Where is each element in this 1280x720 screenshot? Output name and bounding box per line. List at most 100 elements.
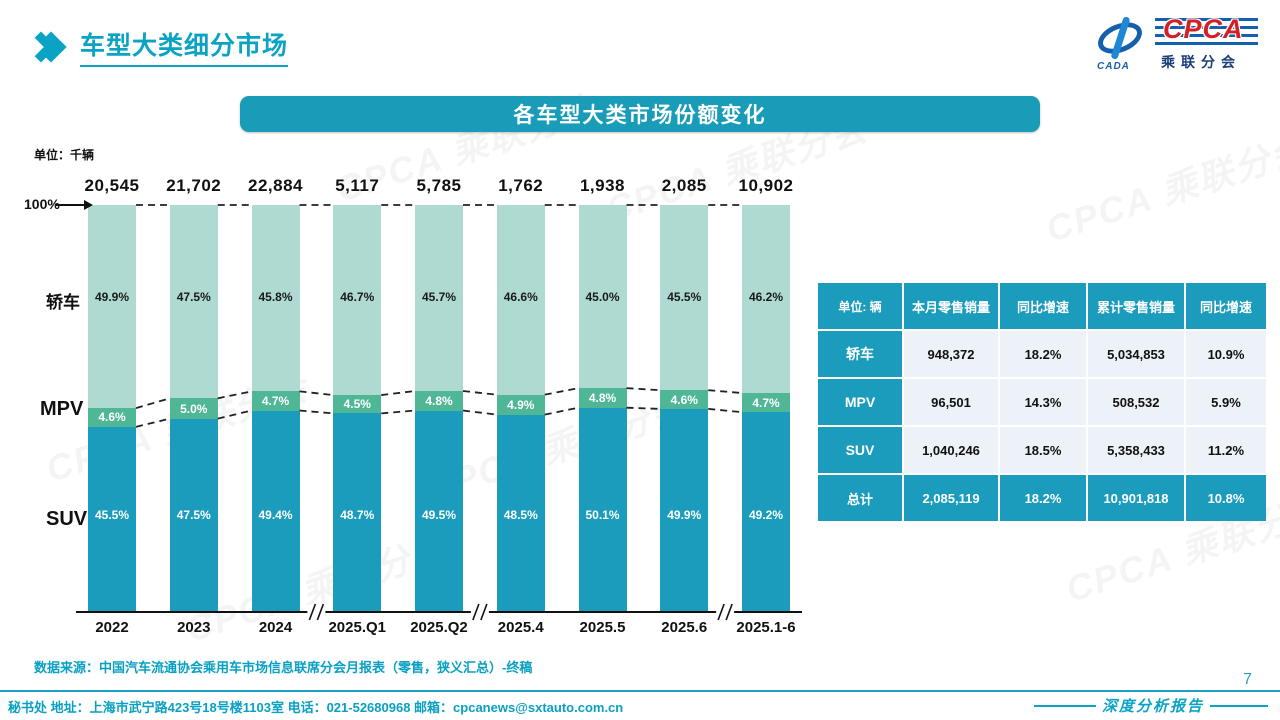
column-header: 同比增速: [1186, 283, 1266, 329]
table-cell: 96,501: [904, 379, 998, 425]
segment-value-label: 46.2%: [748, 290, 784, 304]
segment-value-label: 49.4%: [258, 508, 293, 522]
segment-sedan: [251, 205, 300, 392]
segment-value-label: 47.5%: [176, 508, 211, 522]
x-axis-label: 2025.4: [497, 619, 544, 636]
stacked-bar: 47.5% 5.0% 47.5%: [169, 205, 218, 612]
page-title: 车型大类细分市场: [80, 26, 289, 67]
x-axis-label: 2024: [258, 619, 293, 636]
stacked-bar-chart: 单位：千辆 100% 轿车 MPV SUV 20,545 49.9% 4.6% 45.…: [0, 140, 812, 652]
stacked-bar: 49.9% 4.6% 45.5%: [88, 205, 136, 612]
segment-value-label: 4.6%: [670, 392, 698, 407]
x-axis-label: 2025.1-6: [736, 619, 796, 636]
segment-value-label: 45.0%: [585, 290, 620, 304]
x-axis-label: 2025.6: [661, 619, 708, 636]
row-label: SUV: [818, 427, 902, 473]
bar-total-label: 10,902: [738, 176, 794, 195]
segment-mpv: [169, 398, 218, 419]
segment-suv: [169, 418, 218, 612]
series-label-suv: SUV: [46, 508, 88, 530]
segment-value-label: 4.8%: [588, 390, 617, 405]
segment-value-label: 4.8%: [425, 393, 453, 408]
segment-value-label: 45.5%: [667, 290, 702, 304]
segment-value-label: 4.9%: [507, 397, 535, 412]
segment-value-label: 49.2%: [748, 508, 784, 522]
segment-value-label: 49.5%: [421, 508, 457, 522]
watermark: CPCA 乘联分会: [1041, 126, 1280, 251]
stacked-bar: 46.2% 4.7% 49.2%: [742, 205, 790, 612]
table-cell: 2,085,119: [904, 475, 998, 521]
stacked-bar: 46.7% 4.5% 48.7%: [333, 205, 382, 612]
bar-total-label: 21,702: [166, 176, 222, 195]
table-cell: 10,901,818: [1088, 475, 1184, 521]
column-header: 累计零售销量: [1088, 283, 1184, 329]
series-label-sedan: 轿车: [46, 293, 80, 312]
table-cell: 11.2%: [1186, 427, 1266, 473]
cpca-subtitle: 乘联分会: [1161, 54, 1241, 70]
segment-value-label: 50.1%: [585, 508, 620, 522]
segment-sedan: [415, 205, 463, 391]
cpca-wordmark: CPCA: [1163, 14, 1244, 44]
chart-title: 各车型大类市场份额变化: [240, 96, 1040, 132]
cpca-logo: CADA CPCA 乘联分会: [1093, 14, 1258, 72]
segment-suv: [251, 410, 300, 612]
table-cell: 18.2%: [1000, 331, 1086, 377]
bar-total-label: 1,938: [579, 176, 626, 195]
segment-mpv: [660, 390, 709, 409]
cada-swoosh-icon: CADA: [1093, 14, 1151, 72]
segment-value-label: 5.0%: [180, 401, 208, 416]
segment-suv: [660, 408, 709, 612]
segment-sedan: [578, 205, 627, 389]
segment-mpv: [333, 395, 382, 414]
segment-value-label: 45.7%: [421, 290, 457, 304]
segment-value-label: 49.9%: [94, 290, 130, 304]
table-cell: 5.9%: [1186, 379, 1266, 425]
stacked-bar: 45.8% 4.7% 49.4%: [251, 205, 300, 612]
table-cell: 948,372: [904, 331, 998, 377]
column-header: 同比增速: [1000, 283, 1086, 329]
segment-suv: [88, 426, 136, 612]
segment-mpv: [742, 393, 790, 413]
segment-value-label: 45.8%: [258, 290, 293, 304]
segment-mpv: [496, 394, 545, 415]
table-cell: 18.2%: [1000, 475, 1086, 521]
segment-mpv: [251, 391, 300, 411]
segment-sedan: [660, 205, 709, 391]
x-axis-label: 2023: [177, 619, 211, 636]
report-label: 深度分析报告: [1033, 695, 1268, 716]
segment-value-label: 45.5%: [94, 508, 130, 522]
segment-suv: [333, 413, 382, 612]
row-label: MPV: [818, 379, 902, 425]
stacked-bar: 45.0% 4.8% 50.1%: [578, 205, 627, 612]
segment-sedan: [496, 205, 545, 395]
bar-total-label: 5,785: [416, 176, 462, 195]
segment-value-label: 47.5%: [176, 290, 211, 304]
footer-divider: [0, 690, 1280, 692]
x-axis-label: 2022: [95, 619, 129, 636]
cada-text: CADA: [1097, 61, 1130, 72]
table-cell: 10.9%: [1186, 331, 1266, 377]
bar-total-label: 5,117: [335, 176, 380, 195]
row-label-total: 总计: [818, 475, 902, 521]
sales-table: 单位: 辆 本月零售销量 同比增速 累计零售销量 同比增速 轿车 948,372…: [818, 283, 1266, 521]
unit-label: 单位：千辆: [34, 148, 95, 162]
footer-contact: 秘书处 地址：上海市武宁路423号18号楼1103室 电话：021-526809…: [8, 700, 624, 715]
segment-value-label: 49.9%: [667, 508, 702, 522]
segment-sedan: [88, 205, 136, 409]
x-axis-label: 2025.Q2: [410, 619, 468, 636]
segment-mpv: [415, 390, 463, 411]
segment-suv: [578, 407, 627, 612]
bar-total-label: 2,085: [661, 176, 707, 195]
series-label-mpv: MPV: [40, 398, 84, 420]
table-cell: 14.3%: [1000, 379, 1086, 425]
segment-value-label: 46.6%: [503, 290, 538, 304]
segment-suv: [742, 412, 790, 612]
segment-sedan: [169, 205, 218, 399]
table-cell: 5,034,853: [1088, 331, 1184, 377]
stacked-bar: 46.6% 4.9% 48.5%: [496, 205, 545, 612]
table-cell: 5,358,433: [1088, 427, 1184, 473]
segment-value-label: 4.7%: [752, 395, 780, 410]
header: 车型大类细分市场: [25, 26, 289, 67]
segment-sedan: [742, 205, 790, 394]
bar-total-label: 20,545: [84, 176, 140, 195]
